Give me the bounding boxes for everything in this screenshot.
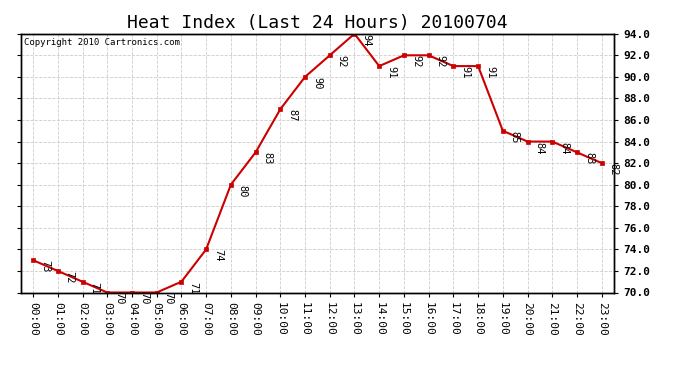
Title: Heat Index (Last 24 Hours) 20100704: Heat Index (Last 24 Hours) 20100704	[127, 14, 508, 32]
Text: 73: 73	[40, 260, 50, 273]
Text: 84: 84	[559, 142, 569, 154]
Text: 83: 83	[262, 152, 273, 165]
Text: 80: 80	[238, 185, 248, 197]
Text: 71: 71	[90, 282, 99, 294]
Text: 82: 82	[609, 163, 619, 176]
Text: 70: 70	[114, 292, 124, 305]
Text: 92: 92	[411, 56, 421, 68]
Text: 72: 72	[65, 271, 75, 284]
Text: 90: 90	[312, 77, 322, 89]
Text: 85: 85	[510, 131, 520, 143]
Text: 84: 84	[535, 142, 544, 154]
Text: 91: 91	[485, 66, 495, 79]
Text: 92: 92	[435, 56, 446, 68]
Text: 92: 92	[337, 56, 346, 68]
Text: 91: 91	[386, 66, 396, 79]
Text: 87: 87	[287, 109, 297, 122]
Text: 91: 91	[460, 66, 471, 79]
Text: 71: 71	[188, 282, 198, 294]
Text: 74: 74	[213, 249, 223, 262]
Text: 94: 94	[362, 34, 371, 46]
Text: 70: 70	[164, 292, 174, 305]
Text: Copyright 2010 Cartronics.com: Copyright 2010 Cartronics.com	[23, 38, 179, 46]
Text: 70: 70	[139, 292, 149, 305]
Text: 83: 83	[584, 152, 594, 165]
